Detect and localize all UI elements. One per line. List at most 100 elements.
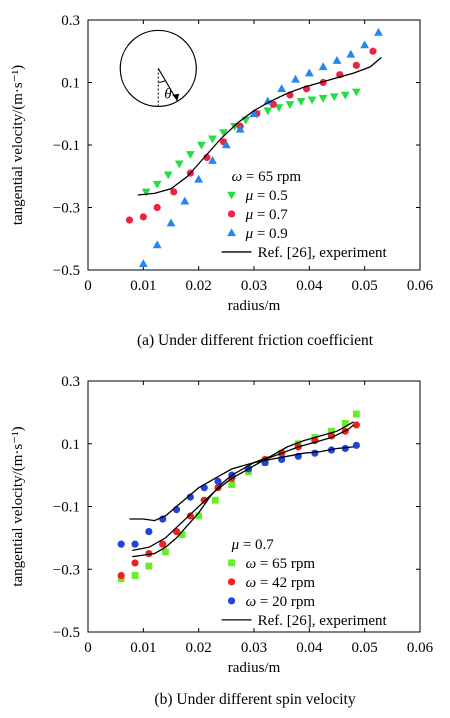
data-point <box>208 135 217 144</box>
legend-label: ω = 20 rpm <box>246 594 316 610</box>
data-point <box>145 549 153 558</box>
data-point <box>194 174 204 183</box>
x-tick-label: 0.01 <box>130 278 156 294</box>
inset-arrow <box>172 93 180 101</box>
data-point <box>153 203 161 212</box>
data-point <box>311 449 319 457</box>
data-point <box>186 512 194 520</box>
y-tick-label: −0.5 <box>53 625 80 641</box>
data-point <box>131 572 139 579</box>
legend-label: μ = 0.7 <box>245 207 289 223</box>
data-point <box>221 140 231 149</box>
series-line <box>137 57 382 196</box>
x-axis-label: radius/m <box>228 660 281 676</box>
x-tick-label: 0 <box>84 640 92 656</box>
data-point <box>145 528 153 536</box>
legend-symbol: μ <box>245 226 254 242</box>
data-point <box>304 68 314 77</box>
legend-label: Ref. [26], experiment <box>258 613 388 629</box>
data-point <box>117 540 125 548</box>
x-tick-label: 0.02 <box>186 640 212 656</box>
data-point <box>219 129 228 138</box>
caption-b: (b) Under different spin velocity <box>154 691 355 708</box>
legend-value: = 0.7 <box>253 207 288 223</box>
y-axis-label: tangential velocity/(m·s⁻¹) <box>10 65 26 225</box>
data-point <box>341 419 349 427</box>
series-line <box>132 424 355 552</box>
legend-header-symbol: ω <box>232 169 243 185</box>
chart-panel-b: 0 0.01 0.02 0.03 0.04 0.05 0.06 0.3 0.1 −0.1 −0.3 −… <box>10 374 434 676</box>
data-point <box>374 27 383 36</box>
y-tick-label: 0.1 <box>61 437 80 453</box>
data-point <box>170 188 178 196</box>
caption-a: (a) Under different friction coefficient <box>137 332 374 349</box>
y-tick-label: −0.5 <box>53 263 80 279</box>
data-point <box>241 116 251 125</box>
data-point <box>329 93 339 102</box>
data-point <box>141 188 151 197</box>
legend-header: μ = 0.7 <box>231 537 275 553</box>
data-point <box>163 171 173 180</box>
data-point <box>152 180 162 189</box>
legend-value: = 42 rpm <box>256 575 315 591</box>
data-point <box>211 496 219 504</box>
x-tick-label: 0.04 <box>296 640 323 656</box>
data-point <box>328 427 335 435</box>
legend-label: μ = 0.9 <box>245 226 288 242</box>
legend-label: Ref. [26], experiment <box>258 245 388 261</box>
x-tick-label: 0.04 <box>296 278 323 294</box>
legend-label: μ = 0.5 <box>245 188 288 204</box>
data-point <box>145 562 153 570</box>
data-point <box>131 540 139 548</box>
data-point <box>166 218 176 227</box>
x-axis-label: radius/m <box>228 298 281 314</box>
x-tick-label: 0.01 <box>130 640 156 656</box>
legend-symbol: μ <box>245 207 254 223</box>
data-point <box>263 107 273 116</box>
legend-marker <box>227 578 236 586</box>
legend-header-value: = 0.7 <box>239 537 274 553</box>
data-point <box>307 96 317 105</box>
x-tick-label: 0.06 <box>407 640 434 656</box>
y-tick-label: 0.3 <box>61 13 80 29</box>
data-point <box>291 74 300 83</box>
data-point <box>131 559 139 567</box>
inset-theta-label: θ <box>164 86 172 102</box>
data-point <box>139 213 147 221</box>
x-tick-label: 0.06 <box>407 278 434 294</box>
x-tick-label: 0.03 <box>241 640 267 656</box>
legend-header-symbol: μ <box>231 537 240 553</box>
data-point <box>340 91 350 100</box>
series-line <box>132 421 354 558</box>
data-point <box>318 94 328 103</box>
data-point <box>195 512 203 520</box>
y-axis-label: tangential velocity/(m·s⁻¹) <box>10 426 26 586</box>
legend-symbol: ω <box>246 594 257 610</box>
data-point <box>277 84 287 92</box>
legend-value: = 0.5 <box>253 188 288 204</box>
data-point <box>180 196 190 205</box>
data-point <box>269 100 277 108</box>
data-point <box>185 151 195 159</box>
data-point <box>318 62 328 71</box>
legend-value: = 20 rpm <box>256 594 315 610</box>
data-point <box>186 493 194 501</box>
data-point <box>125 216 134 224</box>
legend-label: ω = 42 rpm <box>246 575 316 591</box>
inset-angle-arc <box>158 79 166 83</box>
legend-marker <box>227 228 236 237</box>
data-point <box>332 56 342 64</box>
y-tick-label: 0.3 <box>61 374 80 390</box>
legend-symbol: ω <box>246 575 257 591</box>
data-point <box>351 88 361 97</box>
data-point <box>352 61 360 69</box>
legend-marker <box>227 597 236 605</box>
y-tick-label: −0.1 <box>53 138 80 154</box>
legend-label: ω = 65 rpm <box>246 556 316 572</box>
data-point <box>352 410 360 418</box>
legend-marker <box>228 559 235 567</box>
data-point <box>274 104 284 113</box>
y-tick-label: 0.1 <box>61 76 80 92</box>
data-point <box>360 40 370 49</box>
